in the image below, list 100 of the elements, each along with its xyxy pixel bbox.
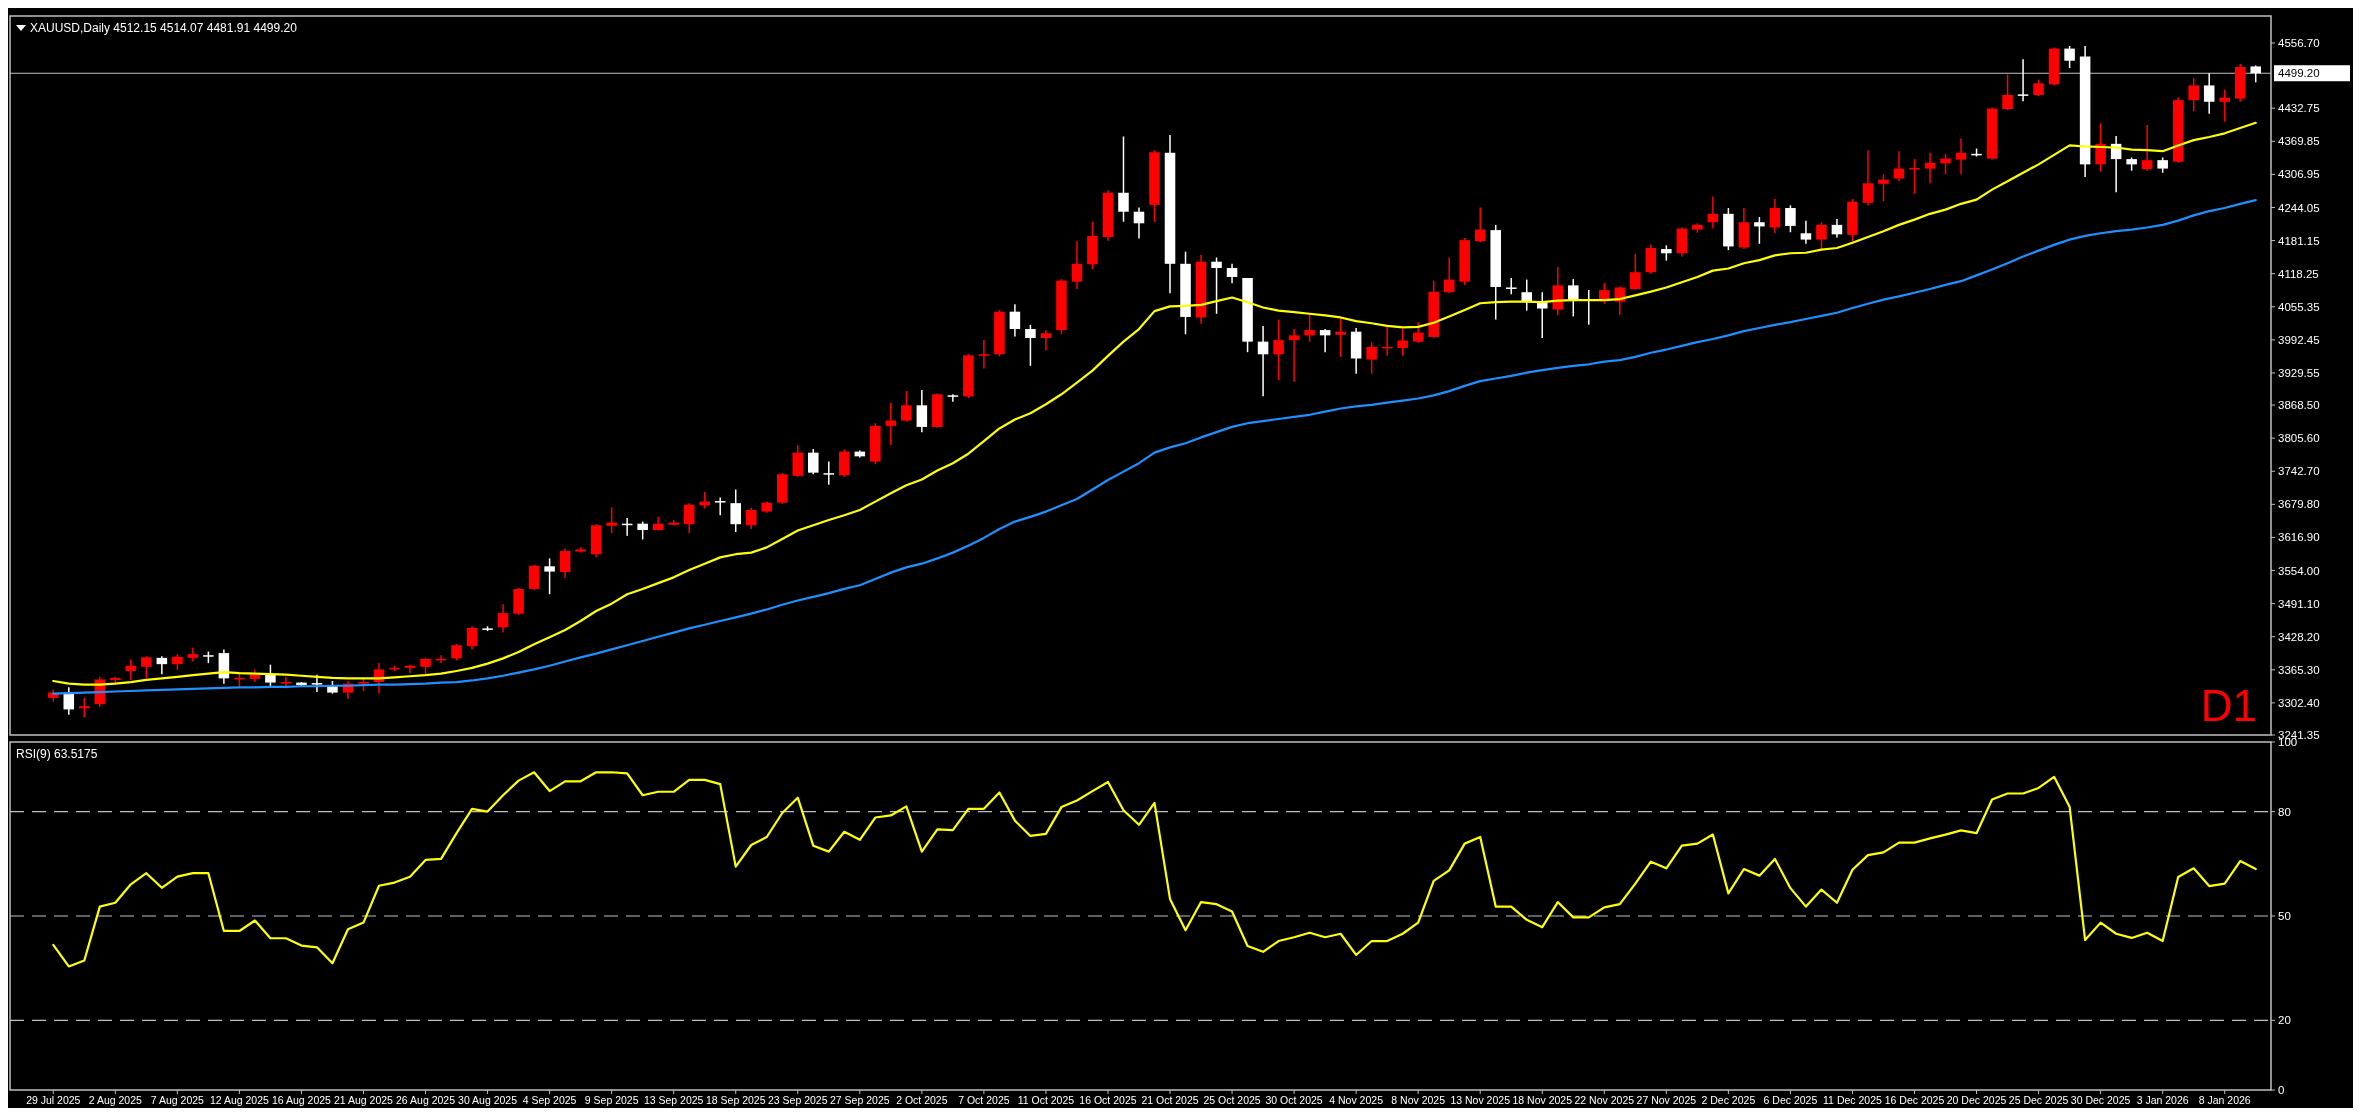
candlestick — [1754, 216, 1765, 245]
candlestick — [1536, 291, 1548, 339]
x-tick-label: 8 Nov 2025 — [1391, 1094, 1446, 1106]
annotation: D1 — [2200, 681, 2257, 730]
candlestick — [1273, 318, 1284, 381]
candlestick — [2095, 122, 2106, 173]
candlestick — [497, 603, 509, 634]
x-tick-label: 25 Oct 2025 — [1203, 1094, 1261, 1106]
y-tick-label: 4556.70 — [2278, 37, 2320, 50]
y-tick-label: 4306.95 — [2278, 168, 2320, 181]
candlestick — [1071, 240, 1083, 290]
candlestick — [1118, 135, 1129, 223]
candlestick — [1443, 256, 1455, 295]
candlestick — [745, 506, 757, 530]
candlestick — [714, 496, 726, 517]
candlestick — [2002, 73, 2013, 111]
candlestick — [1630, 253, 1641, 291]
candlestick — [2064, 45, 2075, 69]
x-tick-label: 2 Oct 2025 — [896, 1094, 948, 1106]
x-tick-label: 29 Jul 2025 — [26, 1094, 81, 1106]
candlestick — [606, 506, 617, 534]
y-tick-label: 4244.05 — [2278, 201, 2320, 214]
chart-title: XAUUSD,Daily 4512.15 4514.07 4481.91 4499.20 — [30, 21, 298, 35]
x-tick-label: 26 Aug 2025 — [396, 1094, 456, 1106]
candlestick — [1397, 328, 1408, 357]
candlestick — [528, 563, 540, 591]
y-tick-label: 3929.55 — [2278, 366, 2320, 379]
candlestick — [2141, 124, 2153, 172]
x-tick-label: 7 Oct 2025 — [958, 1094, 1010, 1106]
y-tick-label: 3616.90 — [2278, 531, 2320, 544]
ref-line-label: 4499.20 — [2278, 67, 2320, 80]
candlestick — [1133, 206, 1145, 240]
candlestick — [1878, 173, 1889, 202]
y-tick-label: 3992.45 — [2278, 333, 2320, 346]
x-tick-label: 4 Sep 2025 — [522, 1094, 577, 1106]
x-tick-label: 12 Aug 2025 — [209, 1094, 270, 1106]
y-tick-label: 3742.70 — [2278, 465, 2320, 478]
y-tick-label: 3365.30 — [2278, 663, 2320, 676]
x-tick-label: 18 Nov 2025 — [1512, 1094, 1573, 1106]
candlestick — [947, 393, 959, 403]
candlestick — [1707, 195, 1719, 230]
candlestick — [1025, 324, 1036, 367]
y-tick-label: 3428.20 — [2278, 630, 2320, 643]
y-tick-label: 4432.75 — [2278, 102, 2320, 115]
x-tick-label: 27 Sep 2025 — [830, 1094, 890, 1106]
candlestick — [1893, 150, 1905, 182]
candlestick — [1335, 317, 1346, 358]
y-tick-label: 0 — [2278, 1084, 2285, 1097]
x-tick-label: 22 Nov 2025 — [1574, 1094, 1635, 1106]
candlestick — [1304, 313, 1315, 343]
x-tick-label: 16 Oct 2025 — [1079, 1094, 1137, 1106]
candlestick — [2203, 72, 2215, 115]
candlestick — [1474, 206, 1486, 243]
y-tick-label: 3491.10 — [2278, 597, 2320, 610]
candlestick — [792, 444, 804, 478]
x-tick-label: 30 Dec 2025 — [2070, 1094, 2131, 1106]
line-series — [52, 771, 2257, 968]
candlestick — [1040, 329, 1052, 352]
x-tick-label: 2 Dec 2025 — [1701, 1094, 1756, 1106]
x-tick-label: 21 Aug 2025 — [333, 1094, 394, 1106]
x-tick-label: 7 Aug 2025 — [150, 1094, 205, 1106]
candlestick — [901, 390, 912, 423]
y-tick-label: 3679.80 — [2278, 498, 2320, 511]
x-tick-label: 16 Dec 2025 — [1884, 1094, 1945, 1106]
candlestick — [683, 502, 695, 534]
x-tick-label: 13 Sep 2025 — [643, 1094, 704, 1106]
x-tick-label: 2 Aug 2025 — [88, 1094, 143, 1106]
candlestick — [1412, 321, 1424, 344]
x-tick-label: 11 Oct 2025 — [1017, 1094, 1075, 1106]
candlestick — [839, 448, 850, 478]
candlestick — [1831, 218, 1843, 239]
candlestick — [1785, 204, 1796, 233]
candlestick — [404, 663, 416, 674]
x-tick-label: 25 Dec 2025 — [2008, 1094, 2069, 1106]
x-tick-label: 30 Aug 2025 — [458, 1094, 518, 1106]
x-tick-label: 9 Sep 2025 — [584, 1094, 639, 1106]
candlestick — [2219, 88, 2230, 123]
candlestick — [1319, 328, 1331, 353]
candlestick — [187, 647, 199, 663]
candlestick — [1257, 325, 1269, 398]
y-tick-label: 4118.25 — [2278, 267, 2319, 280]
y-tick-label: 3805.60 — [2278, 432, 2320, 445]
y-tick-label: 4055.35 — [2278, 300, 2320, 313]
y-tick-label: 3868.50 — [2278, 399, 2320, 412]
candlestick — [916, 389, 928, 433]
candlestick — [79, 697, 90, 719]
x-tick-label: 30 Oct 2025 — [1265, 1094, 1323, 1106]
candlestick — [1211, 256, 1222, 315]
x-tick-label: 6 Dec 2025 — [1763, 1094, 1818, 1106]
candlestick — [1955, 137, 1967, 176]
candlestick — [823, 460, 835, 486]
candlestick — [141, 655, 152, 680]
x-tick-label: 11 Dec 2025 — [1823, 1094, 1882, 1106]
y-tick-label: 20 — [2278, 1014, 2291, 1027]
x-tick-label: 27 Nov 2025 — [1636, 1094, 1697, 1106]
candlestick — [1769, 198, 1781, 235]
candlestick — [1226, 263, 1238, 285]
y-tick-label: 50 — [2278, 910, 2291, 923]
candlestick — [885, 401, 897, 447]
x-tick-label: 13 Nov 2025 — [1450, 1094, 1511, 1106]
